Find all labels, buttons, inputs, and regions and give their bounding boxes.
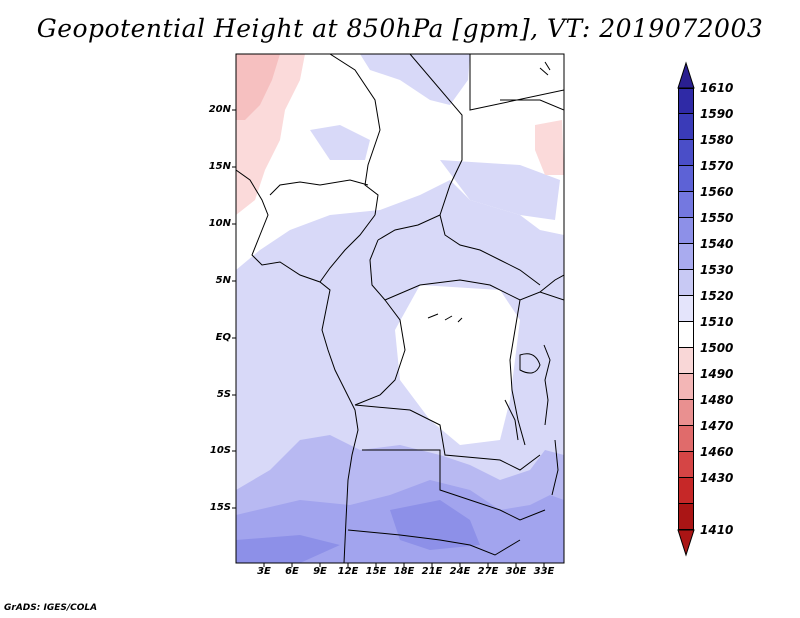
border-angola-drc [354, 404, 541, 471]
colorbar-box-9 [678, 296, 694, 322]
colorbar-box-13 [678, 400, 694, 426]
colorbar-label: 1490 [700, 367, 734, 381]
border-angola-zambia [362, 449, 546, 521]
lat-label-5s: 5S [216, 389, 231, 400]
lon-label-12e: 12E [337, 566, 359, 577]
lon-label-15e: 15E [365, 566, 387, 577]
colorbar-bottom-arrow [677, 529, 695, 557]
colorbar-label: 1580 [700, 133, 734, 147]
lake-malawi [551, 439, 559, 496]
colorbar-label: 1410 [700, 523, 734, 537]
border-car [369, 239, 564, 301]
lake-tanganyika [504, 399, 519, 441]
rivers-congo [427, 313, 463, 323]
sinai-coast [539, 61, 551, 76]
field-light-patch-2 [440, 160, 560, 220]
border-congo [354, 299, 406, 406]
lon-label-21e: 21E [421, 566, 443, 577]
border-south-sudan [539, 274, 564, 293]
colorbar-box-12 [678, 374, 694, 400]
border-sahel [269, 179, 369, 196]
colorbar-label: 1430 [700, 471, 734, 485]
colorbar-box-16 [678, 478, 694, 504]
colorbar-label: 1460 [700, 445, 734, 459]
lat-label-10s: 10S [209, 445, 231, 456]
border-mali-niger [329, 54, 381, 216]
colorbar-label: 1610 [700, 81, 734, 95]
lat-label-eq: EQ [215, 332, 231, 343]
colorbar-label: 1530 [700, 263, 734, 277]
lat-label-15n: 15N [208, 161, 231, 172]
colorbar-box-5 [678, 192, 694, 218]
border-nigeria [319, 214, 376, 283]
field-white-north [236, 54, 564, 270]
colorbar-label: 1540 [700, 237, 734, 251]
lon-label-33e: 33E [533, 566, 555, 577]
lon-label-3e: 3E [257, 566, 271, 577]
field-pink-nw-dark [236, 54, 280, 120]
lon-label-9e: 9E [313, 566, 327, 577]
colorbar-label: 1590 [700, 107, 734, 121]
colorbar-box-3 [678, 140, 694, 166]
lon-label-18e: 18E [393, 566, 415, 577]
colorbar-box-14 [678, 426, 694, 452]
lon-label-30e: 30E [505, 566, 527, 577]
coastline-west [236, 169, 359, 563]
field-1550-sw [236, 535, 340, 563]
lat-label-5n: 5N [215, 275, 231, 286]
colorbar-label: 1480 [700, 393, 734, 407]
colorbar-box-17 [678, 504, 694, 530]
colorbar-label: 1520 [700, 289, 734, 303]
border-egypt-sudan [500, 99, 564, 111]
colorbar-box-7 [678, 244, 694, 270]
colorbar-label: 1570 [700, 159, 734, 173]
field-white-congo [395, 285, 520, 445]
colorbar-label: 1550 [700, 211, 734, 225]
colorbar-box-6 [678, 218, 694, 244]
colorbar-label: 1470 [700, 419, 734, 433]
border-libya-egypt [469, 54, 564, 111]
border-tanzania [543, 344, 551, 426]
lon-label-24e: 24E [449, 566, 471, 577]
border-niger-chad [377, 54, 463, 241]
lon-label-27e: 27E [477, 566, 499, 577]
colorbar-label: 1510 [700, 315, 734, 329]
border-namibia [347, 529, 521, 556]
axis-ticks [232, 109, 545, 567]
lat-label-10n: 10N [208, 218, 231, 229]
colorbar-top-arrow [677, 61, 695, 89]
map-title: Geopotential Height at 850hPa [gpm], VT:… [36, 14, 764, 43]
border-east [509, 299, 526, 446]
height-field [236, 54, 564, 563]
field-pink-ne [535, 120, 564, 175]
field-light-patch-1 [310, 125, 370, 160]
colorbar-box-11 [678, 348, 694, 374]
lon-label-6e: 6E [285, 566, 299, 577]
colorbar-label: 1500 [700, 341, 734, 355]
colorbar-box-2 [678, 114, 694, 140]
colorbar-box-1 [678, 88, 694, 114]
field-1550-1560 [390, 500, 480, 550]
border-chad-sudan [439, 214, 541, 286]
lat-label-15s: 15S [209, 502, 231, 513]
boundaries [236, 54, 564, 563]
colorbar-box-4 [678, 166, 694, 192]
lake-victoria [519, 353, 541, 374]
colorbar-label: 1560 [700, 185, 734, 199]
colorbar-box-8 [678, 270, 694, 296]
grads-credit: GrADS: IGES/COLA [4, 603, 98, 613]
map-frame [235, 53, 565, 564]
lat-label-20n: 20N [208, 104, 231, 115]
colorbar-box-10 [678, 322, 694, 348]
colorbar-box-15 [678, 452, 694, 478]
